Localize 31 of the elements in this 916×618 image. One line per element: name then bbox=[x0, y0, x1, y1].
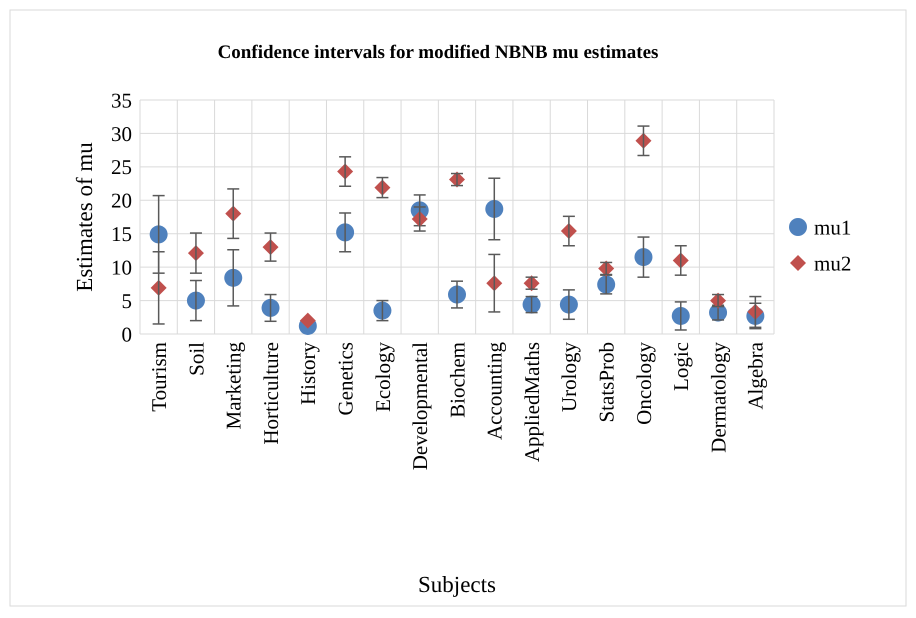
x-tick-label: Horticulture bbox=[258, 342, 283, 445]
x-tick-label: Biochem bbox=[445, 342, 470, 418]
y-tick-label: 25 bbox=[111, 155, 132, 180]
x-tick-label: Urology bbox=[557, 342, 582, 412]
x-tick-label: StatsProb bbox=[594, 342, 619, 423]
x-tick-label: Tourism bbox=[146, 342, 171, 412]
x-axis-title: Subjects bbox=[418, 572, 496, 597]
y-tick-label: 5 bbox=[122, 288, 132, 313]
x-tick-label: Ecology bbox=[370, 342, 395, 412]
x-tick-label: Oncology bbox=[632, 342, 656, 425]
y-tick-label: 15 bbox=[111, 222, 132, 246]
y-tick-label: 30 bbox=[111, 122, 132, 146]
x-tick-label: AppliedMaths bbox=[520, 342, 544, 462]
y-tick-label: 35 bbox=[111, 88, 132, 112]
x-tick-label: Accounting bbox=[482, 342, 507, 440]
y-axis-title: Estimates of mu bbox=[72, 142, 97, 292]
x-tick-label: Marketing bbox=[222, 342, 246, 430]
y-tick-label: 0 bbox=[122, 322, 132, 346]
x-tick-label: Algebra bbox=[744, 341, 768, 410]
x-tick-label: Logic bbox=[669, 342, 694, 391]
legend-label: mu2 bbox=[814, 251, 852, 276]
legend-label: mu1 bbox=[814, 215, 852, 240]
x-tick-label: Developmental bbox=[408, 342, 432, 470]
x-tick-label: Genetics bbox=[333, 342, 358, 416]
x-tick-label: Soil bbox=[184, 342, 208, 376]
y-tick-label: 10 bbox=[111, 255, 132, 280]
x-tick-label: History bbox=[296, 342, 320, 405]
chart-title: Confidence intervals for modified NBNB mu estimates bbox=[218, 42, 658, 63]
y-tick-label: 20 bbox=[111, 188, 132, 213]
x-tick-label: Dermatology bbox=[706, 342, 730, 453]
point bbox=[300, 312, 316, 329]
